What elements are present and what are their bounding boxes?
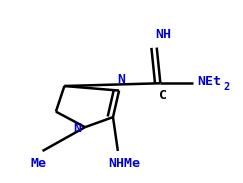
Text: 2: 2 (224, 82, 230, 92)
Text: N: N (73, 122, 81, 135)
Text: C: C (159, 89, 167, 102)
Text: NH: NH (155, 28, 171, 41)
Text: NHMe: NHMe (108, 157, 140, 170)
Text: N: N (118, 73, 125, 86)
Text: NEt: NEt (197, 75, 221, 88)
Text: Me: Me (31, 157, 47, 170)
